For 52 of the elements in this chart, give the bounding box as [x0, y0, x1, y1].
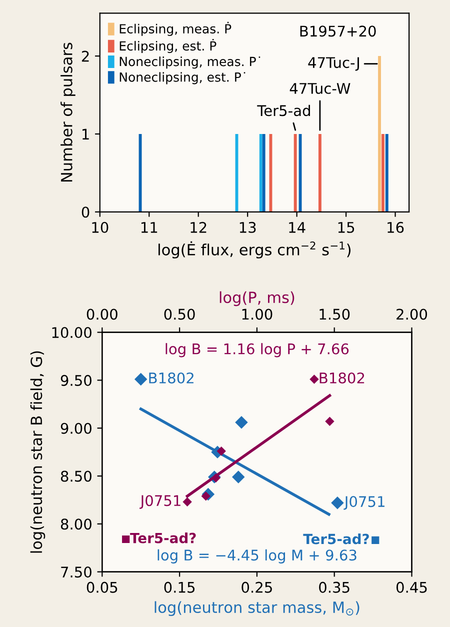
- x-tick-label: 13: [240, 222, 256, 233]
- annotation: J0751: [344, 496, 384, 510]
- annotation: 47Tuc-J: [308, 57, 359, 71]
- x2-axis-title: log(P, ms): [220, 291, 294, 306]
- x-tick-label: 0.45: [396, 582, 427, 593]
- x-tick-label: 15: [338, 222, 354, 233]
- x2-tick-label: 1.00: [242, 308, 272, 320]
- annotation: log B = −4.45 log M + 9.63: [158, 549, 356, 564]
- legend-label: Eclipsing, meas. Ṗ: [120, 22, 232, 36]
- y-tick-label: 2: [82, 50, 89, 62]
- legend-label: Noneclipsing, meas. P˙: [120, 56, 260, 69]
- x-tick-label: 0.15: [164, 582, 195, 593]
- annotation: log B = 1.16 log P + 7.66: [166, 343, 349, 358]
- x-tick-label: 12: [190, 222, 206, 233]
- x-tick-label: 10: [92, 222, 108, 233]
- x-tick-label: 16: [388, 222, 404, 233]
- point: [331, 496, 344, 510]
- y-tick-label: 0: [82, 206, 90, 218]
- point: [134, 372, 148, 386]
- x-tick-label: 0.05: [86, 582, 118, 593]
- y-axis-title: Number of pulsars: [60, 42, 76, 182]
- y-tick-label: 8.00: [60, 518, 92, 530]
- y-tick-label: 8.50: [60, 470, 92, 482]
- annotation: B1802: [149, 372, 194, 384]
- x-axis-title: log(neutron star mass, M$_{⊙}$): [154, 601, 360, 616]
- y-axis-title: log(neutron star B field, G): [30, 351, 46, 553]
- annotation: 47Tuc-W: [290, 83, 350, 94]
- x-tick-label: 0.25: [242, 582, 272, 593]
- annotation: B1957+20: [300, 26, 376, 37]
- point: [372, 536, 380, 544]
- point: [232, 470, 245, 484]
- y-tick-label: 7.50: [61, 566, 92, 578]
- y-tick-label: 9.00: [60, 422, 92, 434]
- x-tick-label: 14: [289, 222, 306, 233]
- x2-tick-label: 0.50: [164, 308, 195, 320]
- legend-label: Eclipsing, est. Ṗ: [120, 39, 216, 54]
- annotation: Ter5-ad?: [303, 533, 369, 544]
- x2-tick-label: 0.00: [86, 308, 118, 320]
- annotation: J0751: [140, 495, 180, 509]
- y-tick-label: 1: [82, 128, 89, 140]
- annotation: B1802: [320, 372, 364, 384]
- x-axis-title: log(Ė flux, ergs cm$^{−2}$ s$^{−1}$): [158, 241, 350, 258]
- x2-tick-label: 2.00: [396, 308, 428, 320]
- x-tick-label: 0.35: [319, 582, 350, 593]
- legend-label: Noneclipsing, est. P˙: [120, 72, 246, 84]
- x2-tick-label: 1.50: [320, 308, 350, 320]
- point: [235, 416, 248, 429]
- annotation: Ter5-ad: [257, 104, 310, 116]
- annotation: Ter5-ad?: [130, 532, 196, 544]
- y-tick-label: 10.00: [52, 327, 92, 338]
- y-tick-label: 9.50: [60, 374, 92, 386]
- x-tick-label: 11: [141, 222, 158, 233]
